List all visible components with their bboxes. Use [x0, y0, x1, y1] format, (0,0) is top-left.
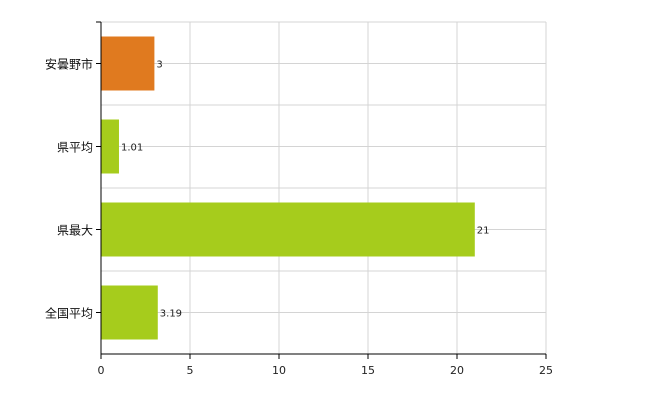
bar-3 — [101, 285, 158, 340]
x-tick-label-3: 15 — [361, 364, 375, 377]
labels: 3 安曇野市 1.01 県平均 21 県最大 3.19 全国平均 0 5 10 15 20 25 — [45, 57, 553, 378]
category-label-0: 安曇野市 — [45, 57, 93, 72]
data-label-3: 3.19 — [160, 309, 182, 320]
category-label-3: 全国平均 — [45, 306, 93, 321]
x-tick-label-2: 10 — [272, 364, 286, 377]
x-tick-label-0: 0 — [98, 364, 105, 377]
data-label-0: 3 — [156, 60, 162, 71]
data-label-1: 1.01 — [121, 143, 143, 154]
axes — [96, 21, 547, 359]
grid-lines — [101, 21, 547, 354]
x-tick-label-5: 25 — [539, 364, 553, 377]
x-tick-label-1: 5 — [187, 364, 194, 377]
bar-0 — [101, 36, 155, 91]
x-tick-label-4: 20 — [450, 364, 464, 377]
bar-1 — [101, 119, 119, 174]
bars — [101, 36, 475, 340]
data-label-2: 21 — [477, 226, 490, 237]
category-label-2: 県最大 — [57, 224, 93, 238]
bar-2 — [101, 202, 475, 257]
category-label-1: 県平均 — [57, 141, 93, 155]
